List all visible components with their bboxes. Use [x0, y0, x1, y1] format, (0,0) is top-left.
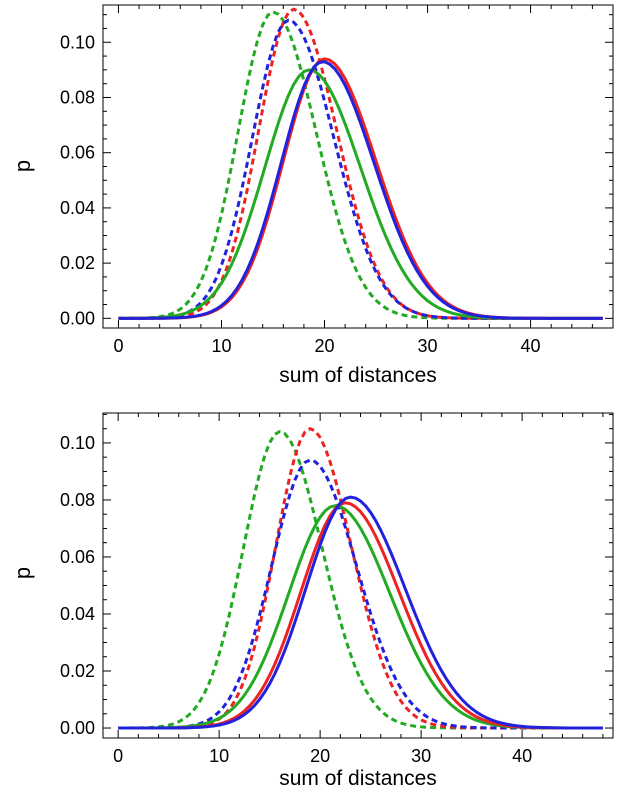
bottom-plot-frame: [102, 412, 614, 739]
top-x-tick-label: 0: [113, 336, 123, 356]
bottom-x-axis-label: sum of distances: [279, 767, 437, 790]
bottom-y-tick-label: 0.02: [60, 661, 95, 681]
top-y-tick-label: 0.04: [60, 198, 95, 218]
bottom-series-solid-5: [118, 495, 603, 730]
bottom-x-tick-label: 10: [209, 746, 229, 766]
top-chart-panel: 0 10 20 30 40 0.00 0.02 0.04 0.06 0.08 0.10 sum of…: [10, 4, 614, 387]
bottom-chart-panel: 0 10 20 30 40 0.00 0.02 0.04 0.06 0.08 0.10 sum of…: [10, 412, 614, 790]
bottom-series-solid-3: [118, 504, 603, 730]
bottom-series-solid-4: [118, 501, 603, 730]
bottom-series-layer: [118, 427, 603, 730]
bottom-x-tick-label: 40: [512, 746, 532, 766]
top-plot-frame: [102, 4, 614, 329]
bottom-y-tick-label: 0.04: [60, 604, 95, 624]
bottom-x-tick-label: 0: [113, 746, 123, 766]
top-y-tick-label: 0.02: [60, 253, 95, 273]
bottom-y-tick-label: 0.00: [60, 718, 95, 738]
top-series-layer: [118, 7, 603, 320]
bottom-series-dotted-1: [118, 427, 603, 730]
top-x-tick-label: 40: [521, 336, 541, 356]
top-x-tick-label: 20: [314, 336, 334, 356]
top-y-tick-label: 0.10: [60, 32, 95, 52]
bottom-tick-layer: 0 10 20 30 40 0.00 0.02 0.04 0.06 0.08 0.10: [60, 413, 613, 766]
top-x-tick-label: 30: [418, 336, 438, 356]
top-y-tick-label: 0.06: [60, 143, 95, 163]
top-y-axis-label: p: [10, 160, 35, 172]
top-tick-layer: 0 10 20 30 40 0.00 0.02 0.04 0.06 0.08 0.10: [60, 5, 614, 356]
top-y-tick-label: 0.00: [60, 308, 95, 328]
bottom-y-tick-label: 0.08: [60, 490, 95, 510]
top-series-solid-5: [118, 60, 603, 320]
top-x-axis-label: sum of distances: [279, 364, 437, 387]
bottom-x-tick-label: 30: [411, 746, 431, 766]
bottom-y-tick-label: 0.10: [60, 433, 95, 453]
bottom-y-axis-label: p: [10, 567, 35, 579]
top-y-tick-label: 0.08: [60, 87, 95, 107]
bottom-x-tick-label: 20: [310, 746, 330, 766]
bottom-y-tick-label: 0.06: [60, 547, 95, 567]
top-x-tick-label: 10: [211, 336, 231, 356]
